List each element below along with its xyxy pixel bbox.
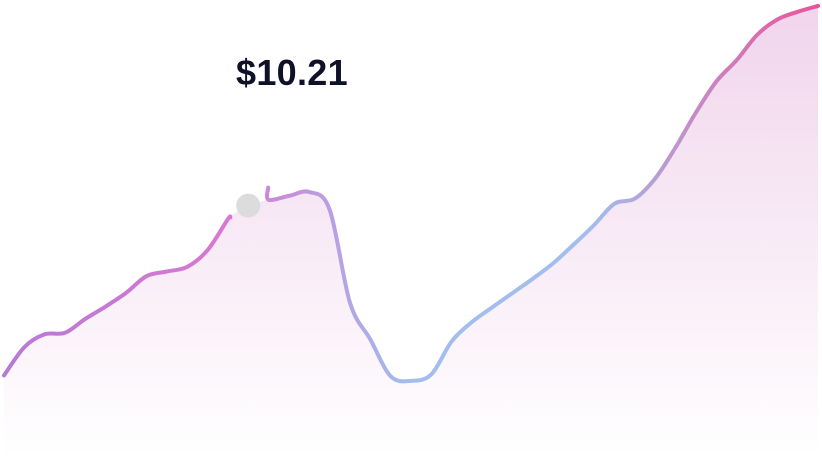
chart-series-line <box>2 214 233 378</box>
price-value-label: $10.21 <box>236 52 348 93</box>
chart-area-fill <box>4 5 818 458</box>
chart-highlight-marker[interactable] <box>236 193 261 218</box>
chart-series-line-continued <box>264 3 820 384</box>
